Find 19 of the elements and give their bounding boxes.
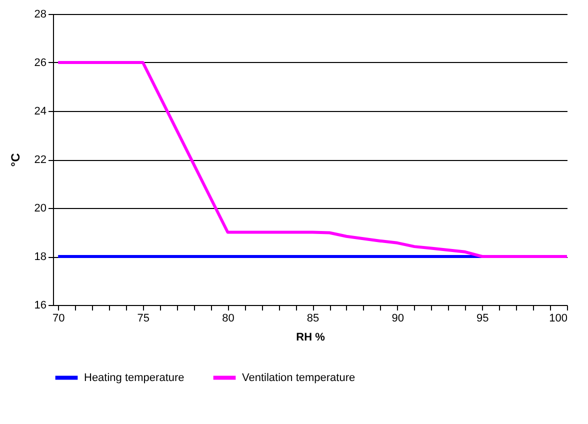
x-tick-label: 80 [222, 312, 234, 324]
x-tick-label: 85 [306, 312, 320, 324]
x-tick-label: 70 [52, 312, 65, 324]
y-tick-label: 22 [34, 154, 46, 166]
y-tick-label: 16 [34, 300, 46, 312]
line-series [56, 61, 568, 258]
y-tick-label: 24 [34, 106, 46, 118]
x-tick-label: 75 [137, 312, 150, 324]
x-tick-label: 95 [476, 312, 489, 324]
y-tick-label: 26 [34, 57, 46, 69]
x-tick-label: 90 [392, 312, 404, 324]
y-tick-label: 20 [34, 202, 46, 214]
legend-label: Heating temperature [84, 372, 184, 384]
legend-label: Ventilation temperature [242, 372, 356, 384]
y-tick-label: 18 [34, 251, 46, 263]
x-axis-title: RH % [296, 332, 326, 344]
x-tick-label: 100 [549, 312, 568, 324]
y-axis-title: °C [8, 152, 22, 167]
y-tick-label: 28 [34, 8, 46, 20]
